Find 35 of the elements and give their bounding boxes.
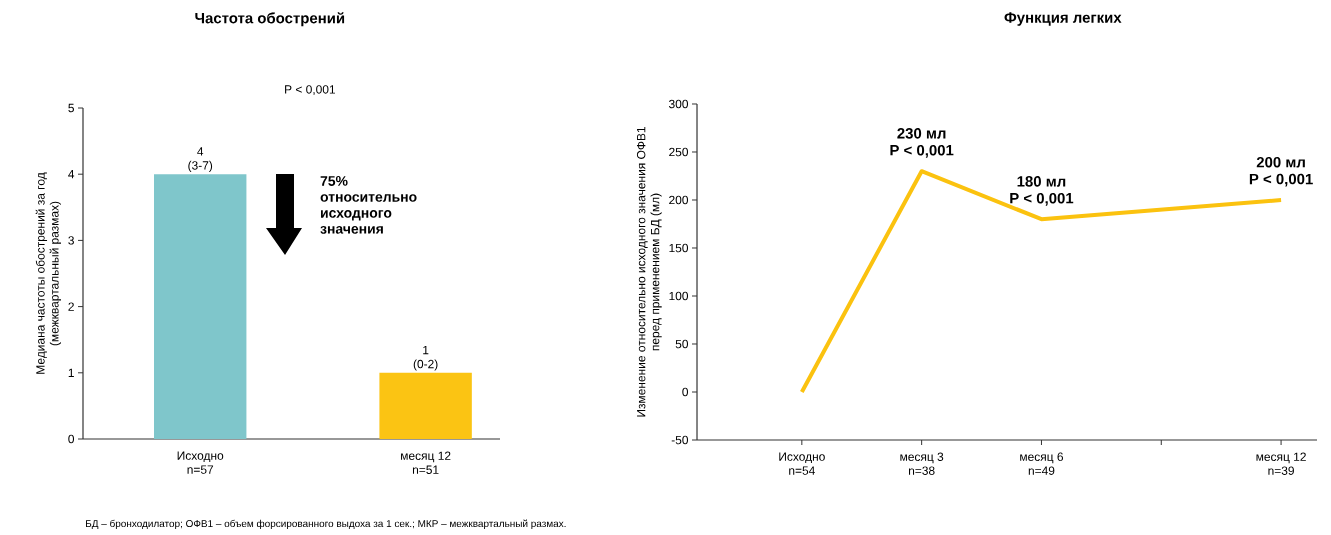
annotation: 75% относительно исходного значения (320, 176, 417, 234)
data-label: 1 (0-2) (413, 345, 438, 371)
x-tick-label: месяц 12 n=39 (1256, 452, 1306, 475)
y-tick-label: 4 (68, 170, 75, 179)
x-tick-label: месяц 3 n=38 (900, 452, 944, 475)
y-tick-label: 200 (669, 195, 689, 205)
y-tick-label: 5 (68, 103, 74, 113)
y-tick-label: 0 (68, 434, 75, 444)
x-tick-label: Исходно n=54 (779, 452, 825, 475)
y-tick-label: 3 (68, 236, 74, 245)
y-axis-title: Изменение относительно исходного значения ОФВ1 перед применением БД (мл) (636, 127, 662, 417)
y-tick-label: 250 (669, 147, 689, 157)
data-label: 4 (3-7) (188, 147, 213, 172)
chart-title: Частота обострений (195, 12, 345, 27)
chart-title: Функция легких (1004, 12, 1122, 26)
x-tick-label: месяц 12 n=51 (401, 451, 451, 474)
y-tick-label: 300 (668, 99, 689, 109)
text: БД – бронходилатор; ОФВ1 – объем форсированного выдоха за 1 сек.; МКР – межквартальный размах. (86, 519, 566, 530)
y-tick-label: 100 (669, 291, 689, 301)
x-tick-label: месяц 6 n=49 (1020, 452, 1063, 475)
y-axis-title: Медиана частоты обострений за год (межквартальный размах) (35, 172, 61, 374)
annotation: 230 мл (897, 128, 946, 139)
annotation: 200 мл (1256, 156, 1305, 168)
text: P < 0,001 (285, 85, 336, 96)
x-tick-label: Исходно n=57 (177, 451, 224, 474)
annotation: 180 мл (1017, 176, 1066, 187)
y-tick-label: 1 (68, 368, 74, 377)
annotation: P < 0,001 (890, 144, 954, 158)
y-tick-label: 150 (669, 243, 689, 253)
y-tick-label: -50 (671, 435, 689, 445)
y-tick-label: 2 (68, 302, 74, 311)
y-tick-label: 50 (675, 339, 689, 349)
annotation: P < 0,001 (1249, 173, 1313, 187)
annotation: P < 0,001 (1010, 192, 1074, 206)
y-tick-label: 0 (682, 387, 689, 397)
